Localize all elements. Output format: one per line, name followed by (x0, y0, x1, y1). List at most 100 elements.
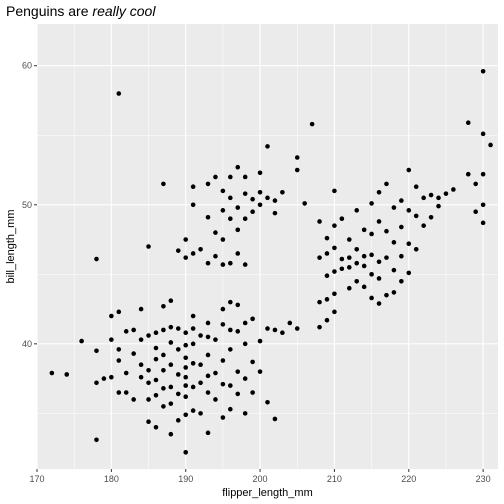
data-point (257, 338, 263, 344)
data-point (391, 205, 397, 210)
data-point (369, 231, 374, 237)
data-point (190, 326, 196, 331)
data-point (235, 391, 241, 397)
data-point (324, 251, 330, 256)
data-point (235, 164, 241, 170)
data-point (146, 333, 151, 338)
data-point (250, 359, 255, 365)
data-point (205, 352, 211, 358)
data-point (406, 167, 412, 173)
data-point (250, 196, 255, 202)
data-point (228, 347, 233, 352)
data-point (109, 313, 114, 319)
data-point (369, 252, 374, 258)
data-point (138, 306, 144, 312)
data-point (428, 192, 434, 198)
data-point (175, 347, 181, 352)
data-point (109, 337, 114, 342)
data-point (213, 174, 218, 180)
data-point (198, 246, 203, 252)
data-point (153, 377, 159, 383)
data-point (257, 189, 263, 195)
data-point (294, 167, 300, 173)
data-point (190, 251, 196, 256)
data-point (309, 121, 315, 127)
data-point (361, 263, 367, 269)
data-point (161, 367, 166, 373)
data-point (384, 228, 389, 234)
data-point (190, 202, 196, 208)
data-point (235, 251, 241, 256)
data-point (384, 181, 389, 187)
data-point (198, 362, 203, 368)
data-point (168, 298, 174, 304)
data-point (317, 299, 322, 305)
data-point (146, 419, 151, 425)
data-point (242, 191, 248, 196)
data-point (413, 213, 419, 219)
data-point (272, 198, 278, 203)
data-point (175, 418, 181, 423)
data-point (138, 374, 144, 380)
data-point (324, 317, 330, 323)
data-point (465, 171, 471, 177)
data-point (339, 216, 345, 221)
data-point (332, 291, 337, 297)
data-point (376, 189, 382, 195)
data-point (399, 224, 404, 230)
data-points (49, 68, 493, 455)
data-point (175, 326, 181, 331)
data-point (153, 424, 159, 430)
data-point (436, 195, 441, 201)
data-point (220, 262, 226, 267)
data-point (183, 255, 189, 260)
data-point (220, 237, 226, 242)
data-point (161, 327, 166, 333)
data-point (153, 330, 159, 336)
data-point (168, 362, 174, 368)
data-point (257, 369, 263, 374)
data-point (94, 380, 99, 386)
data-point (183, 394, 189, 399)
data-point (242, 320, 248, 326)
data-point (94, 256, 99, 262)
data-point (146, 397, 151, 402)
data-point (369, 295, 374, 301)
data-point (94, 437, 99, 443)
data-point (131, 327, 136, 333)
data-point (235, 329, 241, 334)
data-point (361, 253, 367, 259)
chart-title-emphasis: really cool (92, 3, 156, 19)
x-tick-label: 230 (476, 474, 491, 484)
data-point (384, 292, 389, 298)
data-point (220, 358, 226, 363)
data-point (101, 376, 107, 381)
data-point (391, 240, 397, 245)
data-point (228, 383, 233, 388)
data-point (153, 345, 159, 351)
data-point (205, 430, 211, 436)
data-point (220, 322, 226, 327)
data-point (250, 316, 255, 322)
data-point (198, 380, 203, 386)
data-point (228, 260, 233, 266)
data-point (220, 306, 226, 312)
data-point (421, 223, 426, 228)
y-axis-ticks: 40 50 60 (22, 61, 37, 349)
data-point (220, 188, 226, 194)
data-point (376, 276, 382, 281)
data-point (190, 313, 196, 319)
data-point (116, 390, 122, 395)
data-point (480, 202, 486, 208)
data-point (49, 370, 55, 376)
y-tick-label: 40 (22, 339, 32, 349)
data-point (391, 267, 397, 273)
data-point (175, 248, 181, 253)
data-point (116, 347, 122, 352)
data-point (123, 370, 129, 376)
data-point (272, 416, 278, 422)
data-point (235, 302, 241, 308)
data-point (190, 184, 196, 190)
plot-panel (37, 24, 498, 469)
data-point (324, 235, 330, 241)
